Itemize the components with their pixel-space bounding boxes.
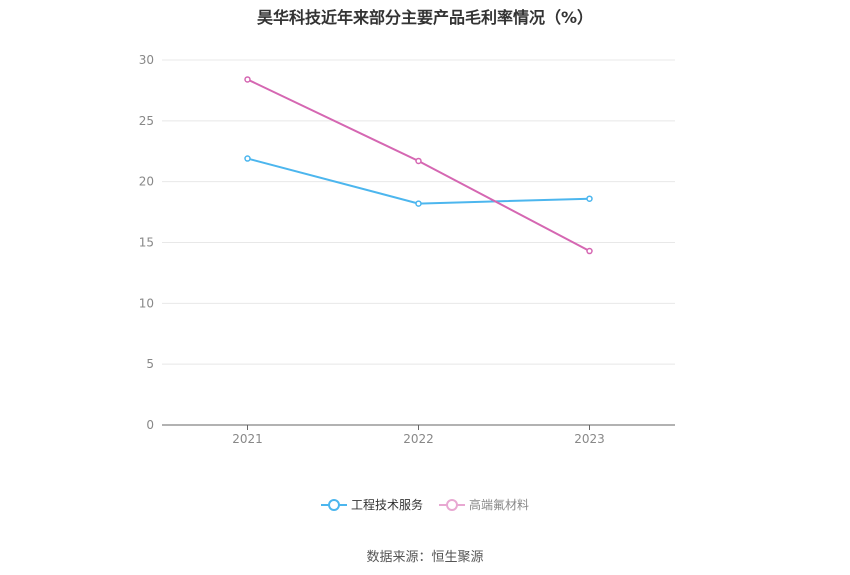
y-tick-label: 5 — [146, 357, 154, 371]
legend-marker-icon — [439, 498, 465, 511]
source-note: 数据来源：恒生聚源 — [366, 550, 484, 565]
legend-label: 工程技术服务 — [350, 498, 423, 512]
y-tick-label: 0 — [146, 418, 154, 432]
x-tick-label: 2023 — [574, 432, 605, 446]
y-tick-label: 20 — [139, 175, 154, 189]
chart-title: 昊华科技近年来部分主要产品毛利率情况（%） — [256, 8, 594, 27]
data-point — [415, 157, 422, 165]
axes: 0 5 10 15 20 25 30 2021 2022 2023 — [139, 53, 675, 446]
y-tick-label: 10 — [139, 296, 154, 310]
data-point — [586, 247, 593, 255]
legend: 工程技术服务 高端氟材料 — [0, 496, 850, 513]
legend-marker-icon — [320, 498, 347, 511]
x-tick-label: 2021 — [232, 432, 263, 446]
y-tick-label: 30 — [139, 53, 154, 67]
series-line-0 — [247, 157, 590, 205]
x-tick-label: 2022 — [403, 432, 434, 446]
series-line-1 — [247, 78, 590, 252]
line-chart: 0 5 10 15 20 25 30 2021 2022 2023 — [139, 53, 675, 446]
grid-lines — [162, 59, 675, 365]
legend-item-fluorine[interactable]: 高端氟材料 — [439, 496, 529, 513]
y-tick-label: 15 — [139, 236, 154, 250]
data-point — [244, 76, 251, 83]
data-point — [244, 155, 251, 162]
data-point — [415, 200, 422, 207]
y-tick-label: 25 — [139, 114, 154, 128]
series — [244, 76, 593, 255]
legend-item-engineering[interactable]: 工程技术服务 — [320, 496, 423, 513]
data-point — [586, 195, 593, 202]
legend-label: 高端氟材料 — [469, 498, 530, 512]
